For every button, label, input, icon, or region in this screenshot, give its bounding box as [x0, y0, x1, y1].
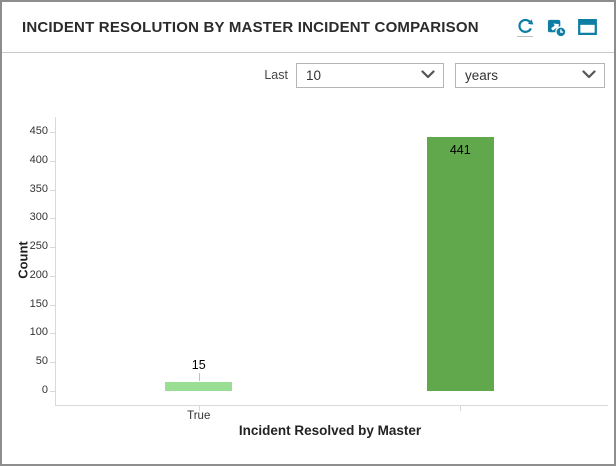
y-tick-mark [50, 304, 55, 306]
x-category-label: True [187, 410, 211, 422]
y-tick-mark [50, 160, 55, 162]
y-tick-mark [50, 275, 55, 277]
last-label: Last [264, 68, 288, 82]
widget-toolbar [514, 15, 598, 39]
refresh-schedule-clock-icon [546, 17, 567, 38]
y-tick-mark [50, 189, 55, 191]
x-tick-mark [460, 406, 462, 411]
maximize-window-icon [577, 19, 597, 35]
y-tick-mark [50, 132, 55, 133]
y-tick-mark [50, 333, 55, 335]
time-range-controls: Last 10 years [2, 61, 605, 89]
y-tick-mark [50, 362, 55, 364]
y-tick-label: 150 [29, 297, 48, 310]
y-tick-label: 200 [29, 268, 48, 281]
y-tick-mark [50, 218, 55, 220]
x-axis-title: Incident Resolved by Master [238, 423, 422, 438]
range-count-value: 10 [306, 67, 322, 83]
chevron-down-icon [421, 66, 435, 84]
y-tick-label: 400 [29, 153, 48, 166]
refresh-underline [517, 35, 533, 37]
y-tick-label: 450 [29, 125, 48, 137]
y-tick-label: 100 [29, 326, 48, 339]
y-axis-line [55, 117, 56, 405]
range-unit-value: years [465, 67, 499, 83]
y-tick-mark [50, 247, 55, 249]
chart-bar[interactable] [165, 382, 233, 391]
x-axis-line [55, 405, 608, 406]
y-tick-label: 300 [29, 211, 48, 224]
maximize-button[interactable] [576, 15, 598, 39]
y-tick-label: 350 [29, 182, 48, 195]
scheduled-refresh-button[interactable] [545, 15, 567, 39]
chart-bar[interactable] [426, 137, 494, 391]
widget-header: INCIDENT RESOLUTION BY MASTER INCIDENT C… [2, 2, 614, 53]
range-unit-dropdown[interactable]: years [455, 62, 605, 88]
bar-value-label: 441 [449, 143, 471, 158]
y-tick-label: 50 [35, 355, 48, 368]
range-count-dropdown[interactable]: 10 [296, 62, 444, 88]
bar-label-connector [198, 373, 200, 382]
refresh-button[interactable] [514, 15, 536, 39]
widget-title: INCIDENT RESOLUTION BY MASTER INCIDENT C… [22, 18, 479, 36]
bar-value-label: 15 [191, 358, 206, 373]
chevron-down-icon [582, 66, 596, 84]
y-tick-mark [50, 391, 55, 392]
y-tick-label: 0 [41, 384, 48, 396]
refresh-icon [517, 18, 534, 35]
x-tick-mark [198, 406, 200, 411]
y-tick-label: 250 [29, 240, 48, 253]
